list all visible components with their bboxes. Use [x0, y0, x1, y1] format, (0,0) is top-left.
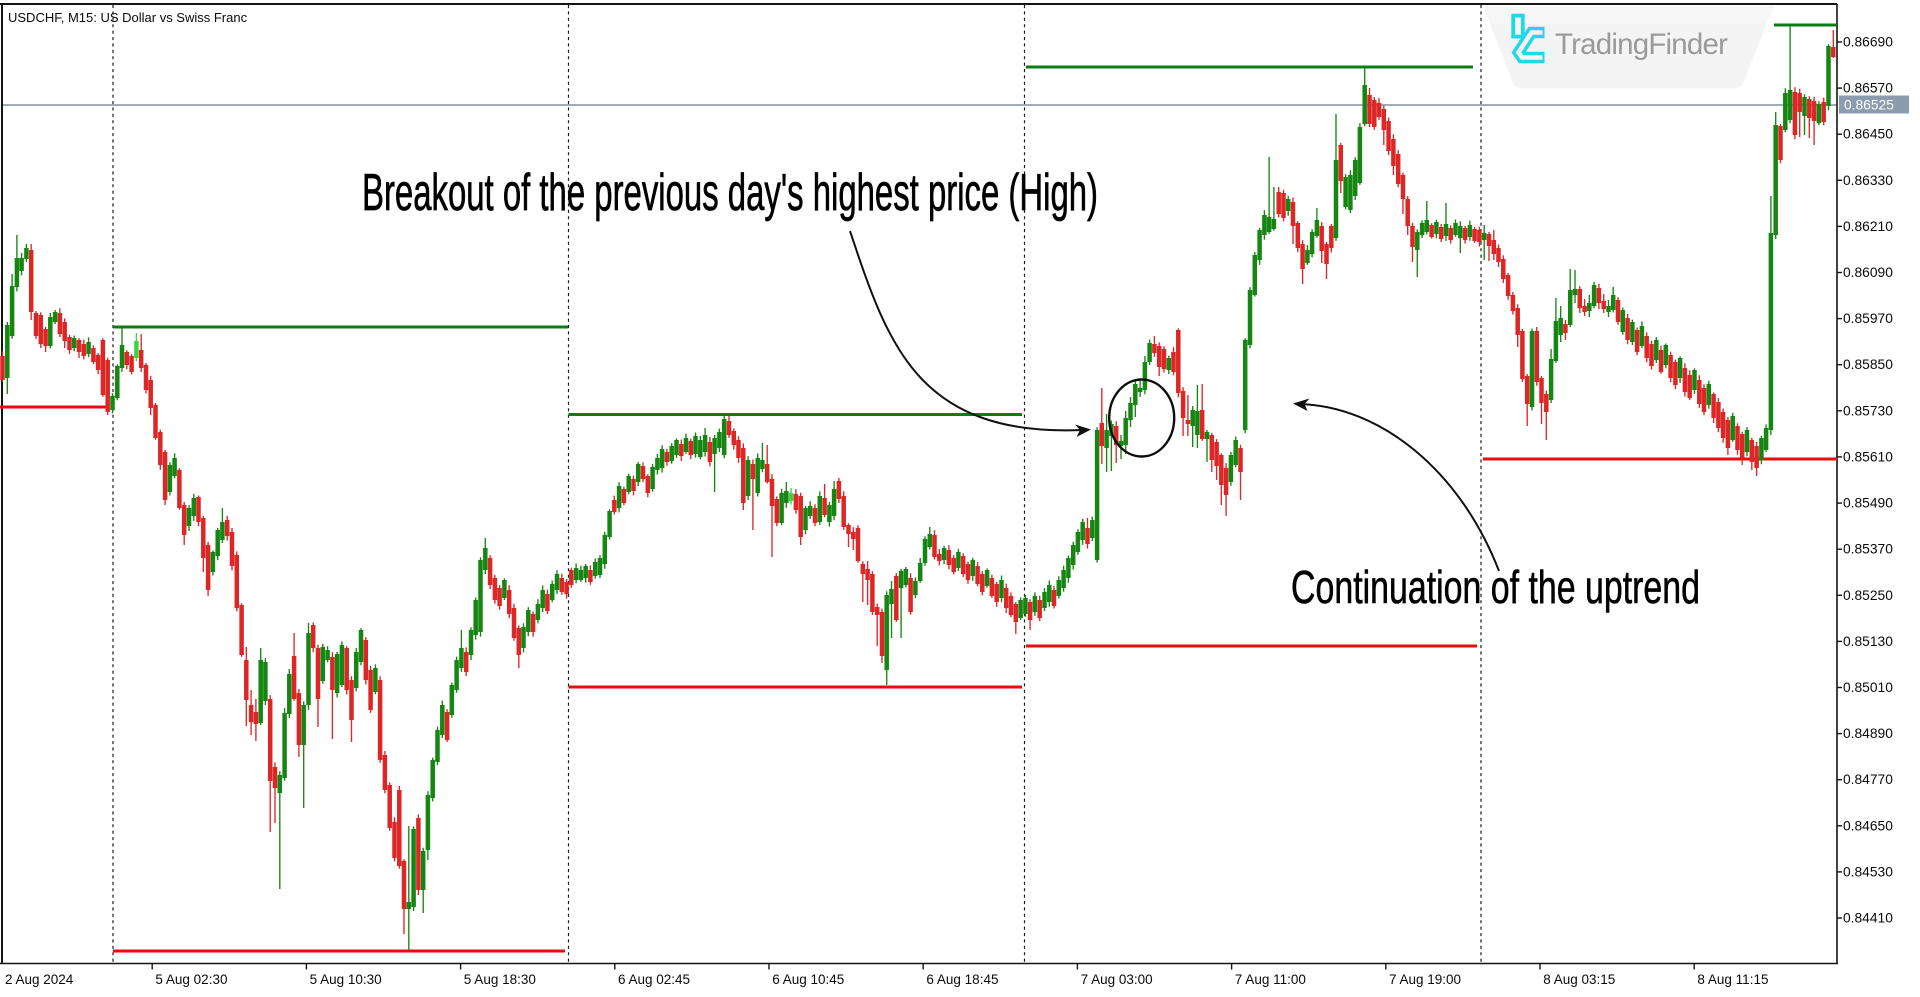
svg-text:0.86090: 0.86090 — [1843, 265, 1893, 280]
svg-text:7 Aug 11:00: 7 Aug 11:00 — [1235, 972, 1306, 987]
svg-text:6 Aug 02:45: 6 Aug 02:45 — [618, 972, 690, 987]
svg-text:0.85490: 0.85490 — [1843, 496, 1893, 511]
svg-text:0.86330: 0.86330 — [1843, 173, 1893, 188]
svg-text:6 Aug 10:45: 6 Aug 10:45 — [772, 972, 844, 987]
svg-text:0.85970: 0.85970 — [1843, 311, 1893, 326]
svg-text:0.84410: 0.84410 — [1843, 911, 1893, 926]
svg-text:6 Aug 18:45: 6 Aug 18:45 — [926, 972, 998, 987]
svg-text:8 Aug 03:15: 8 Aug 03:15 — [1543, 972, 1615, 987]
svg-text:USDCHF, M15: US Dollar vs Swi: USDCHF, M15: US Dollar vs Swiss Franc — [8, 10, 248, 25]
svg-text:Breakout of the previous day's: Breakout of the previous day's highest p… — [362, 164, 1098, 222]
svg-text:7 Aug 19:00: 7 Aug 19:00 — [1389, 972, 1461, 987]
svg-text:TradingFinder: TradingFinder — [1555, 28, 1728, 61]
svg-text:7 Aug 03:00: 7 Aug 03:00 — [1081, 972, 1153, 987]
svg-text:0.85850: 0.85850 — [1843, 357, 1893, 372]
svg-text:0.86525: 0.86525 — [1844, 98, 1894, 113]
svg-text:0.86210: 0.86210 — [1843, 219, 1893, 234]
svg-text:0.85610: 0.85610 — [1843, 449, 1893, 464]
svg-text:8 Aug 11:15: 8 Aug 11:15 — [1697, 972, 1768, 987]
svg-text:5 Aug 10:30: 5 Aug 10:30 — [310, 972, 382, 987]
svg-text:0.85730: 0.85730 — [1843, 403, 1893, 418]
svg-text:0.84530: 0.84530 — [1843, 864, 1893, 879]
svg-text:0.86450: 0.86450 — [1843, 127, 1893, 142]
svg-text:0.85370: 0.85370 — [1843, 542, 1893, 557]
svg-text:0.85250: 0.85250 — [1843, 588, 1893, 603]
svg-text:Continuation of the uptrend: Continuation of the uptrend — [1291, 561, 1700, 613]
svg-text:0.84770: 0.84770 — [1843, 772, 1893, 787]
svg-text:0.85130: 0.85130 — [1843, 634, 1893, 649]
svg-text:5 Aug 02:30: 5 Aug 02:30 — [155, 972, 227, 987]
svg-text:0.86570: 0.86570 — [1843, 81, 1893, 96]
svg-text:0.84890: 0.84890 — [1843, 726, 1893, 741]
svg-text:0.84650: 0.84650 — [1843, 818, 1893, 833]
svg-text:2 Aug 2024: 2 Aug 2024 — [5, 972, 74, 987]
svg-text:0.86690: 0.86690 — [1843, 35, 1893, 50]
svg-text:0.85010: 0.85010 — [1843, 680, 1893, 695]
svg-text:5 Aug 18:30: 5 Aug 18:30 — [464, 972, 536, 987]
